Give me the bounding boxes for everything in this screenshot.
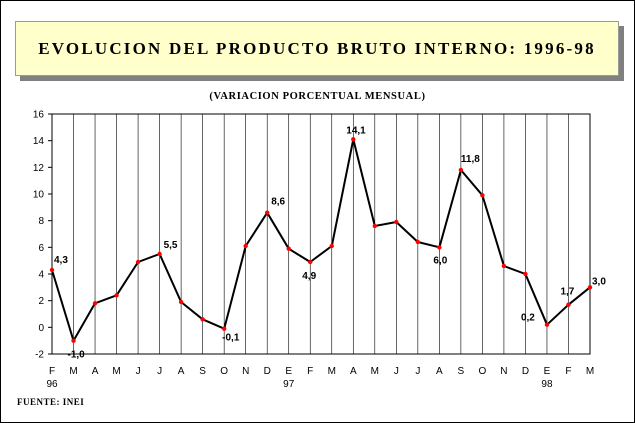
x-tick-label: A [436,366,443,377]
data-point [394,219,399,225]
data-label: 8,6 [271,197,285,208]
data-label: 14,1 [346,125,366,136]
x-tick-label: M [371,366,379,377]
x-tick-label: A [92,366,99,377]
data-point [92,301,98,306]
y-tick-label: 2 [38,296,44,307]
x-tick-label: A [178,366,185,377]
x-tick-label: F [307,366,313,377]
title-box: EVOLUCION DEL PRODUCTO BRUTO INTERNO: 19… [15,21,619,76]
chart-subtitle: (VARIACION PORCENTUAL MENSUAL) [209,91,426,102]
data-point [135,259,141,265]
plot-area [51,113,591,355]
x-tick-label: M [586,366,594,377]
x-year-label: 97 [283,379,295,390]
x-tick-label: J [394,366,399,377]
data-point [286,246,291,251]
x-tick-label: J [415,366,420,377]
x-tick-label: E [285,366,292,377]
data-point [71,338,76,343]
data-point [351,137,356,142]
data-point [523,271,528,277]
data-point [501,263,507,269]
data-label: -1,0 [68,350,86,361]
x-tick-label: N [500,366,507,377]
x-tick-label: M [112,366,120,377]
data-label: 0,2 [521,313,535,324]
y-tick-label: 4 [38,270,44,281]
data-label: 4,9 [302,271,316,282]
data-point [329,243,334,249]
y-tick-label: 6 [38,243,44,254]
data-point [157,251,162,257]
data-point [49,267,55,273]
data-point [200,317,205,322]
data-point [544,322,550,327]
data-point [372,223,377,229]
x-tick-label: S [458,366,465,377]
data-point [114,293,119,298]
y-tick-label: 14 [33,136,45,147]
data-point [587,285,593,290]
data-point [480,193,485,198]
x-tick-label: D [264,366,271,377]
x-tick-label: F [49,366,55,377]
series-line [51,138,591,342]
x-tick-label: S [199,366,206,377]
x-tick-label: O [220,366,228,377]
data-label: 1,7 [560,287,574,298]
data-point [265,210,270,215]
y-tick-label: 8 [38,216,44,227]
x-year-label: 96 [46,379,58,390]
data-point [415,239,421,245]
data-label: 3,0 [592,276,606,287]
y-tick-label: 10 [33,190,45,201]
y-tick-label: 16 [33,110,45,121]
data-point [243,243,248,249]
x-year-label: 98 [541,379,553,390]
data-label: 5,5 [164,240,178,251]
y-tick-label: -2 [35,350,44,361]
y-tick-label: 0 [38,323,44,334]
data-point [178,299,184,305]
data-label: -0,1 [222,333,240,344]
data-point [458,167,464,173]
data-point [566,302,571,307]
x-tick-label: M [328,366,336,377]
x-tick-label: N [242,366,249,377]
x-tick-label: E [544,366,551,377]
x-tick-label: O [479,366,487,377]
chart-title: EVOLUCION DEL PRODUCTO BRUTO INTERNO: 19… [38,38,596,58]
data-label: 11,8 [461,154,480,165]
y-tick-label: 12 [33,163,45,174]
x-tick-label: A [350,366,357,377]
data-point [308,259,313,265]
x-tick-label: F [565,366,571,377]
x-tick-label: M [69,366,77,377]
x-tick-label: J [157,366,162,377]
data-point [437,245,442,250]
x-tick-label: J [136,366,141,377]
x-tick-label: D [522,366,529,377]
data-label: 6,0 [433,255,447,266]
data-label: 4,3 [54,255,68,266]
source-note: FUENTE: INEI [17,397,85,407]
data-point [221,326,227,331]
